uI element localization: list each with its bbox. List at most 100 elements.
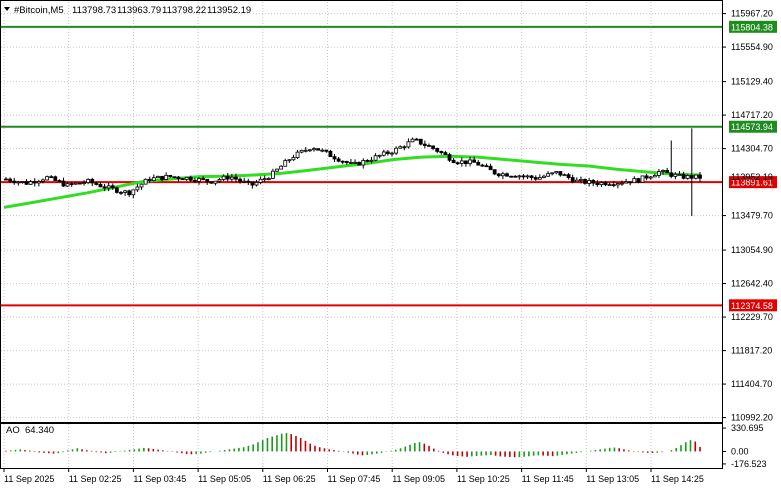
horizontal-levels[interactable]	[1, 25, 722, 307]
candle	[390, 151, 394, 157]
candle	[587, 177, 592, 187]
candle-body	[229, 176, 234, 180]
candle-body	[164, 174, 169, 180]
candle-body	[562, 174, 567, 177]
candle-body	[394, 147, 399, 154]
candle-body	[406, 141, 411, 148]
candle	[648, 176, 653, 180]
candle-body	[147, 178, 152, 182]
candle-body	[386, 151, 390, 154]
ohlc-close: 113952.19	[207, 5, 251, 16]
candle-body	[168, 174, 173, 178]
price-tick-label: 112642.40	[731, 279, 773, 289]
candle	[406, 138, 411, 149]
candle	[254, 179, 259, 187]
candle-body	[657, 171, 661, 176]
candle	[86, 178, 91, 185]
candle-body	[172, 176, 177, 179]
candle	[20, 181, 25, 184]
candle	[644, 173, 649, 181]
candle	[299, 149, 304, 154]
candle-body	[566, 174, 571, 178]
candle	[484, 163, 489, 168]
candle	[164, 172, 169, 181]
candle	[398, 145, 403, 149]
candle	[402, 145, 407, 151]
candle	[205, 178, 210, 185]
dropdown-triangle-icon[interactable]	[4, 7, 10, 11]
candle-body	[484, 165, 489, 168]
candle-body	[254, 181, 259, 186]
time-tick-label: 11 Sep 06:25	[263, 474, 316, 484]
candle-body	[476, 161, 481, 166]
candle	[640, 175, 645, 183]
candle	[464, 160, 468, 167]
candle	[250, 181, 255, 189]
candle-body	[402, 146, 407, 149]
candle-body	[513, 175, 518, 178]
candle	[320, 148, 325, 153]
candle-body	[611, 184, 616, 187]
candle-body	[636, 178, 641, 183]
candle	[418, 138, 423, 146]
candle-body	[410, 138, 415, 143]
candle-body	[472, 159, 477, 163]
ohlc-open: 113798.73	[72, 5, 116, 16]
candle-body	[225, 175, 230, 180]
price-tick-label: 115129.40	[731, 77, 773, 87]
candle-body	[340, 160, 345, 163]
candle-body	[681, 173, 686, 179]
candle	[246, 178, 251, 185]
candle	[303, 146, 308, 153]
candle-body	[45, 176, 49, 181]
time-tick-label: 11 Sep 2025	[4, 474, 54, 484]
candle	[394, 146, 399, 156]
candle	[599, 181, 604, 187]
candle-body	[640, 175, 645, 183]
indicator-panel-frame	[0, 423, 723, 469]
candle	[266, 177, 271, 181]
candle	[213, 180, 218, 186]
candle	[147, 176, 152, 184]
price-tick-label: 110992.20	[731, 413, 773, 423]
candle	[139, 183, 144, 190]
candle	[57, 179, 62, 183]
candle	[628, 181, 633, 186]
candle	[180, 178, 185, 181]
candle-body	[188, 176, 193, 181]
candle-body	[78, 182, 82, 185]
time-tick-label: 11 Sep 13:05	[586, 474, 639, 484]
candle	[234, 173, 238, 183]
candle-body	[336, 158, 341, 162]
candle	[229, 173, 234, 182]
candle	[82, 180, 86, 186]
indicator-header: AO 64.340	[6, 425, 54, 436]
candle	[533, 175, 538, 181]
candle	[184, 176, 189, 181]
candle-body	[209, 181, 214, 184]
candle-body	[32, 181, 37, 184]
candle-body	[184, 176, 189, 180]
candle-body	[312, 148, 316, 151]
candle	[90, 177, 95, 187]
candle-body	[661, 170, 665, 172]
candle-body	[665, 170, 670, 174]
candle-body	[90, 178, 95, 184]
candle	[119, 190, 123, 195]
ao-histogram	[5, 433, 701, 458]
candle	[435, 147, 440, 154]
candle	[521, 173, 526, 180]
price-tick-label: 111817.20	[731, 346, 772, 356]
candle	[386, 149, 390, 156]
time-axis: 11 Sep 2025 11 Sep 02:25 11 Sep 03:45 11 Se…	[3, 468, 704, 484]
ao-value: 64.340	[25, 425, 54, 436]
candle	[431, 145, 435, 151]
candle	[558, 171, 563, 177]
candle-body	[53, 176, 58, 181]
candle-body	[603, 182, 608, 186]
candle-body	[4, 178, 8, 181]
candle-body	[673, 173, 678, 177]
candle	[332, 153, 337, 163]
